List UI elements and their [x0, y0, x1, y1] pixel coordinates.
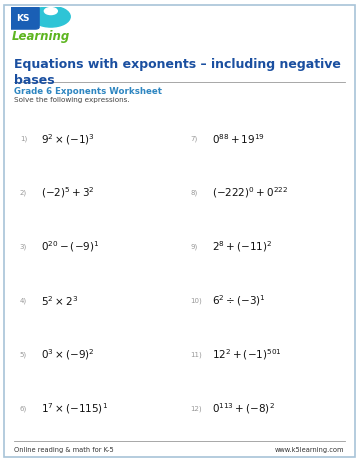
Text: 5): 5): [20, 350, 27, 357]
Text: Solve the following expressions.: Solve the following expressions.: [14, 96, 130, 102]
Text: 7): 7): [190, 136, 197, 142]
Text: KS: KS: [16, 14, 30, 23]
Text: $2^8 + (-11)^2$: $2^8 + (-11)^2$: [212, 239, 272, 254]
Text: $6^2 \div (-3)^1$: $6^2 \div (-3)^1$: [212, 293, 266, 307]
Text: $5^2 \times 2^3$: $5^2 \times 2^3$: [41, 293, 78, 307]
Text: 9): 9): [190, 243, 197, 250]
Text: Grade 6 Exponents Worksheet: Grade 6 Exponents Worksheet: [14, 87, 162, 96]
Circle shape: [45, 8, 57, 15]
Text: Learning: Learning: [12, 30, 70, 43]
Text: $0^{88} + 19^{19}$: $0^{88} + 19^{19}$: [212, 132, 265, 146]
Text: 2): 2): [20, 189, 27, 196]
Text: Online reading & math for K-5: Online reading & math for K-5: [14, 446, 114, 452]
Text: $0^3 \times (-9)^2$: $0^3 \times (-9)^2$: [41, 346, 95, 361]
Text: $9^2 \times (-1)^3$: $9^2 \times (-1)^3$: [41, 131, 95, 146]
Text: 1): 1): [20, 136, 27, 142]
Text: 4): 4): [20, 297, 27, 303]
Text: 12): 12): [190, 404, 202, 411]
Text: $(-222)^0 + 0^{222}$: $(-222)^0 + 0^{222}$: [212, 185, 288, 200]
Text: $(-2)^5 + 3^2$: $(-2)^5 + 3^2$: [41, 185, 95, 200]
Text: Equations with exponents – including negative
bases: Equations with exponents – including neg…: [14, 58, 341, 87]
Text: 11): 11): [190, 350, 202, 357]
Text: $12^2 + (-1)^{501}$: $12^2 + (-1)^{501}$: [212, 346, 281, 361]
Circle shape: [32, 7, 70, 28]
Text: $0^{20} - (-9)^1$: $0^{20} - (-9)^1$: [41, 239, 100, 254]
Text: 3): 3): [20, 243, 27, 250]
Text: www.k5learning.com: www.k5learning.com: [275, 446, 345, 452]
Text: 8): 8): [190, 189, 197, 196]
Text: $1^7 \times (-115)^1$: $1^7 \times (-115)^1$: [41, 400, 108, 415]
Text: $0^{113} + (-8)^2$: $0^{113} + (-8)^2$: [212, 400, 275, 415]
FancyBboxPatch shape: [7, 7, 39, 30]
Text: 10): 10): [190, 297, 202, 303]
Text: 6): 6): [20, 404, 27, 411]
